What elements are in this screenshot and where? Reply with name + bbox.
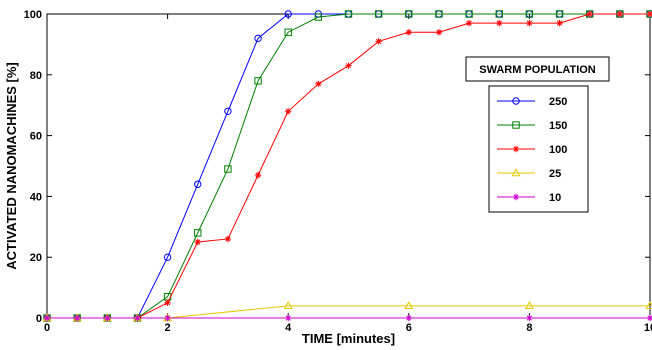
data-point (164, 314, 171, 322)
data-point (224, 235, 232, 243)
legend-label: 150 (549, 120, 567, 132)
data-point (254, 77, 262, 85)
data-point (194, 238, 201, 246)
legend-marker (512, 193, 520, 201)
legend-title-frame (465, 56, 610, 82)
data-point (163, 253, 172, 261)
x-tick-label: 6 (406, 322, 412, 334)
data-point (285, 108, 292, 115)
data-point (435, 10, 443, 18)
data-point (164, 299, 171, 306)
data-point (254, 171, 262, 179)
data-point (496, 19, 503, 27)
data-point (224, 107, 232, 115)
data-point (646, 10, 652, 18)
legend-entry: 250 (497, 96, 567, 108)
data-point (375, 38, 382, 45)
data-point (194, 229, 202, 237)
data-point (314, 13, 323, 21)
legend-entry: 10 (497, 192, 561, 204)
legend-label: 10 (549, 192, 561, 204)
x-tick-label: 0 (44, 322, 50, 334)
data-point (284, 28, 292, 36)
legend-entry: 25 (497, 168, 561, 180)
data-point (435, 29, 443, 36)
data-point (465, 10, 473, 18)
tick-labels: 0246810020406080100 (24, 9, 652, 334)
data-point (73, 314, 81, 322)
data-point (616, 10, 624, 18)
data-point (526, 314, 533, 322)
legend-marker (512, 145, 520, 153)
legend-marker (511, 168, 521, 177)
y-axis-label: ACTIVATED NANOMACHINES [%] (4, 62, 19, 270)
data-point (43, 314, 51, 322)
y-tick-label: 0 (36, 313, 42, 325)
data-point (315, 80, 322, 88)
x-tick-label: 8 (526, 322, 532, 334)
data-point (556, 19, 563, 27)
data-point (405, 29, 412, 36)
data-point (525, 10, 534, 18)
data-point (405, 314, 412, 322)
legend-entry: 100 (497, 144, 567, 156)
legend-title: SWARM POPULATION (479, 64, 596, 76)
x-axis-label: TIME [minutes] (302, 331, 395, 346)
legend-label: 250 (549, 96, 567, 108)
data-point (555, 10, 564, 18)
data-point (404, 301, 414, 310)
x-tick-label: 10 (644, 322, 652, 334)
legend-title-box: SWARM POPULATION (465, 56, 610, 82)
data-point (465, 19, 473, 27)
data-point (374, 10, 383, 18)
legend-entry: 150 (497, 120, 567, 132)
data-point (524, 301, 534, 310)
data-point (495, 10, 503, 18)
y-tick-label: 40 (30, 191, 42, 203)
data-point (224, 165, 232, 173)
x-tick-label: 4 (285, 322, 292, 334)
series-line (47, 13, 650, 319)
data-point (283, 301, 293, 310)
legend-marker (512, 97, 520, 105)
data-point (285, 314, 292, 322)
data-point (646, 314, 652, 322)
y-tick-label: 100 (24, 9, 42, 21)
legend-label: 100 (549, 144, 567, 156)
series-layer (42, 10, 652, 322)
data-point (194, 180, 202, 188)
y-tick-label: 60 (30, 131, 42, 143)
legend-marker (512, 121, 520, 129)
series-10 (43, 314, 652, 322)
legend-label: 25 (549, 168, 561, 180)
x-tick-label: 2 (165, 322, 171, 334)
data-point (345, 62, 352, 69)
data-point (586, 10, 593, 18)
data-point (254, 34, 262, 43)
data-point (104, 314, 111, 322)
y-tick-label: 80 (30, 70, 42, 82)
legend: 250 150 100 25 10 (488, 85, 589, 213)
data-point (526, 19, 533, 27)
data-point (284, 10, 292, 18)
data-point (344, 10, 353, 18)
data-point (405, 10, 413, 18)
y-tick-label: 20 (30, 252, 42, 264)
data-point (134, 314, 141, 322)
